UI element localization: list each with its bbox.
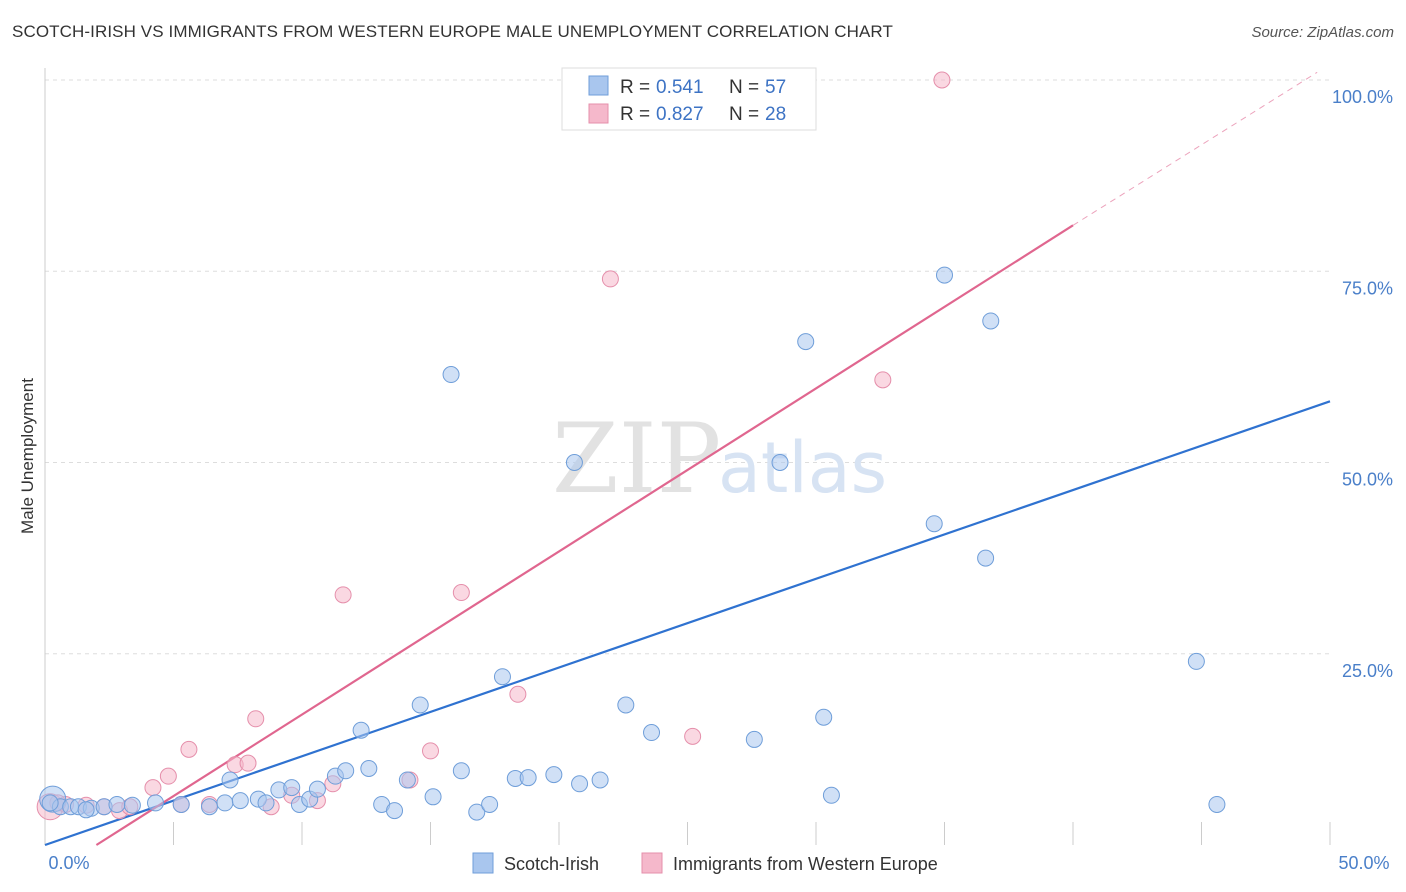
point-scotch-irish-39 — [571, 775, 589, 793]
point-scotch-irish-17 — [283, 779, 301, 797]
x-tick-label-1: 50.0% — [1338, 853, 1389, 873]
point-western-europe-23 — [601, 270, 619, 288]
point-scotch-irish-26 — [386, 802, 404, 820]
data-points — [36, 71, 1226, 821]
point-scotch-irish-55 — [41, 794, 59, 812]
legend-n-label-pink: N = — [729, 104, 759, 125]
y-tick-label-1: 50.0% — [1342, 470, 1393, 490]
point-scotch-irish-48 — [822, 786, 840, 804]
point-scotch-irish-12 — [221, 771, 239, 789]
point-western-europe-20 — [422, 742, 439, 760]
point-scotch-irish-42 — [643, 724, 661, 742]
point-scotch-irish-24 — [360, 760, 378, 777]
legend-r-value-blue: 0.541 — [656, 77, 704, 98]
point-western-europe-9 — [180, 740, 198, 758]
point-scotch-irish-34 — [493, 668, 511, 686]
x-tick-label-0: 0.0% — [48, 853, 89, 873]
point-scotch-irish-50 — [936, 266, 953, 284]
bottom-legend-label-blue: Scotch-Irish — [504, 854, 599, 874]
point-scotch-irish-28 — [411, 696, 429, 714]
legend-r-value-pink: 0.827 — [656, 104, 704, 125]
point-scotch-irish-30 — [442, 366, 460, 384]
point-scotch-irish-9 — [172, 795, 190, 813]
point-scotch-irish-49 — [925, 515, 943, 533]
point-scotch-irish-45 — [771, 454, 789, 471]
legend-n-value-blue: 57 — [765, 77, 786, 98]
point-western-europe-26 — [933, 71, 951, 89]
point-western-europe-22 — [509, 685, 527, 703]
x-tick-labels: 0.0% 50.0% — [48, 853, 1389, 873]
point-scotch-irish-44 — [745, 730, 763, 748]
point-scotch-irish-11 — [216, 794, 234, 812]
point-western-europe-18 — [334, 586, 352, 604]
y-tick-label-3: 100.0% — [1332, 87, 1393, 107]
source-label: Source: ZipAtlas.com — [1251, 24, 1394, 41]
point-scotch-irish-51 — [982, 312, 1000, 330]
point-scotch-irish-22 — [337, 762, 355, 780]
point-scotch-irish-46 — [797, 333, 815, 351]
point-scotch-irish-32 — [468, 803, 486, 821]
legend-n-value-pink: 28 — [765, 104, 786, 125]
bottom-legend-label-pink: Immigrants from Western Europe — [673, 854, 938, 874]
legend-swatch-blue — [588, 75, 609, 96]
bottom-legend-swatch-blue — [472, 852, 494, 874]
point-scotch-irish-33 — [481, 795, 499, 813]
watermark-atlas: atlas — [718, 427, 887, 509]
chart-title: SCOTCH-IRISH VS IMMIGRANTS FROM WESTERN … — [12, 22, 893, 41]
y-tick-labels: 25.0% 50.0% 75.0% 100.0% — [1332, 87, 1393, 681]
axes — [44, 68, 1331, 845]
legend-n-label-blue: N = — [729, 77, 759, 98]
bottom-legend: Scotch-Irish Immigrants from Western Eur… — [472, 852, 938, 874]
point-western-europe-7 — [159, 767, 177, 785]
point-scotch-irish-29 — [424, 788, 442, 806]
point-scotch-irish-38 — [565, 454, 583, 471]
point-scotch-irish-13 — [231, 792, 249, 810]
point-scotch-irish-20 — [308, 780, 326, 798]
y-tick-label-0: 25.0% — [1342, 661, 1393, 681]
point-scotch-irish-6 — [108, 795, 126, 813]
point-scotch-irish-8 — [147, 794, 165, 812]
bottom-legend-swatch-pink — [641, 852, 663, 874]
point-western-europe-12 — [239, 754, 257, 772]
point-western-europe-13 — [247, 710, 265, 728]
point-scotch-irish-27 — [398, 771, 416, 789]
point-scotch-irish-54 — [1208, 795, 1226, 813]
point-scotch-irish-56 — [77, 801, 95, 819]
legend-r-label-pink: R = — [620, 104, 650, 125]
point-scotch-irish-23 — [352, 721, 370, 739]
point-scotch-irish-47 — [815, 708, 833, 726]
point-scotch-irish-36 — [519, 769, 537, 787]
legend: R = 0.541 N = 57 R = 0.827 N = 28 — [561, 67, 817, 131]
trend-line-western-europe-extension — [1072, 71, 1318, 226]
point-scotch-irish-37 — [545, 766, 563, 784]
point-scotch-irish-40 — [591, 771, 609, 789]
legend-r-label-blue: R = — [620, 77, 650, 98]
trend-line-scotch-irish — [44, 400, 1331, 847]
grid-lines — [45, 79, 1330, 655]
point-scotch-irish-7 — [123, 796, 141, 814]
point-scotch-irish-10 — [200, 798, 218, 816]
point-scotch-irish-41 — [617, 696, 635, 714]
point-scotch-irish-52 — [977, 549, 995, 567]
point-western-europe-21 — [452, 584, 470, 602]
point-western-europe-24 — [684, 727, 702, 745]
point-scotch-irish-31 — [452, 762, 470, 780]
y-axis-label: Male Unemployment — [18, 378, 37, 534]
trend-lines — [44, 71, 1331, 847]
legend-swatch-pink — [588, 103, 609, 124]
point-scotch-irish-53 — [1187, 652, 1205, 670]
y-tick-label-2: 75.0% — [1342, 278, 1393, 298]
watermark: ZIP atlas — [552, 403, 887, 515]
point-scotch-irish-15 — [257, 794, 275, 812]
trend-line-western-europe — [95, 224, 1074, 846]
point-western-europe-6 — [144, 779, 162, 797]
point-western-europe-25 — [874, 371, 892, 389]
